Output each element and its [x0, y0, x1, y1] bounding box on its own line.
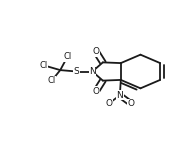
Text: O: O	[93, 87, 100, 96]
Text: S: S	[74, 67, 79, 76]
Text: N: N	[89, 67, 96, 76]
Text: O: O	[93, 47, 100, 56]
Text: N: N	[117, 91, 123, 100]
Text: Cl: Cl	[48, 76, 56, 85]
Text: Cl: Cl	[39, 61, 47, 70]
Text: O: O	[128, 99, 135, 108]
Text: O: O	[105, 99, 112, 108]
Text: Cl: Cl	[63, 52, 72, 61]
